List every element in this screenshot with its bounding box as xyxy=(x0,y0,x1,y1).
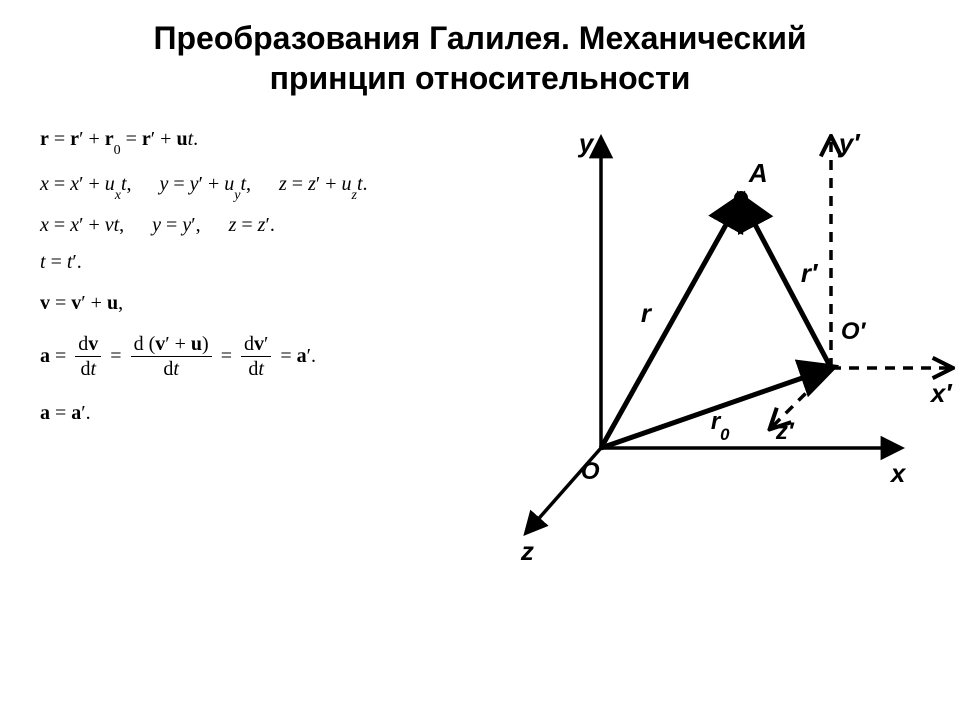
label-y: y xyxy=(579,128,593,159)
vector-diagram: O O′ A x y z x′ y′ z′ r r′ r0 xyxy=(481,118,960,558)
label-Op: O′ xyxy=(841,318,865,346)
label-A: A xyxy=(749,158,768,189)
eq-a: a = a′. xyxy=(40,402,481,425)
title-line-2: принцип относительности xyxy=(0,58,960,98)
eq-t: t = t′. xyxy=(40,251,481,274)
label-x: x xyxy=(891,458,905,489)
content-row: r = r′ + r0 = r′ + ut. x = x′ + uxt, y =… xyxy=(0,118,960,558)
eq-r: r = r′ + r0 = r′ + ut. xyxy=(40,128,481,155)
eq-v: v = v′ + u, xyxy=(40,292,481,315)
point-A xyxy=(734,191,748,205)
label-z: z xyxy=(521,536,534,567)
eq-a-deriv: a = dv dt = d (v′ + u) dt = dv′ dt xyxy=(40,333,481,380)
label-rp: r′ xyxy=(801,258,817,289)
label-r: r xyxy=(641,298,651,329)
label-r0: r0 xyxy=(711,408,730,440)
label-yp: y′ xyxy=(839,128,860,159)
eq-xyz-v: x = x′ + vt, y = y′, z = z′. xyxy=(40,214,481,237)
label-xp: x′ xyxy=(931,378,952,409)
eq-xyz-u: x = x′ + uxt, y = y′ + uyt, z = z′ + uzt… xyxy=(40,173,481,200)
label-O: O xyxy=(581,458,600,486)
title-line-1: Преобразования Галилея. Механический xyxy=(0,18,960,58)
label-zp: z′ xyxy=(776,418,794,446)
vector-rp xyxy=(741,198,831,368)
equations-block: r = r′ + r0 = r′ + ut. x = x′ + uxt, y =… xyxy=(0,118,481,558)
page-title: Преобразования Галилея. Механический при… xyxy=(0,0,960,98)
